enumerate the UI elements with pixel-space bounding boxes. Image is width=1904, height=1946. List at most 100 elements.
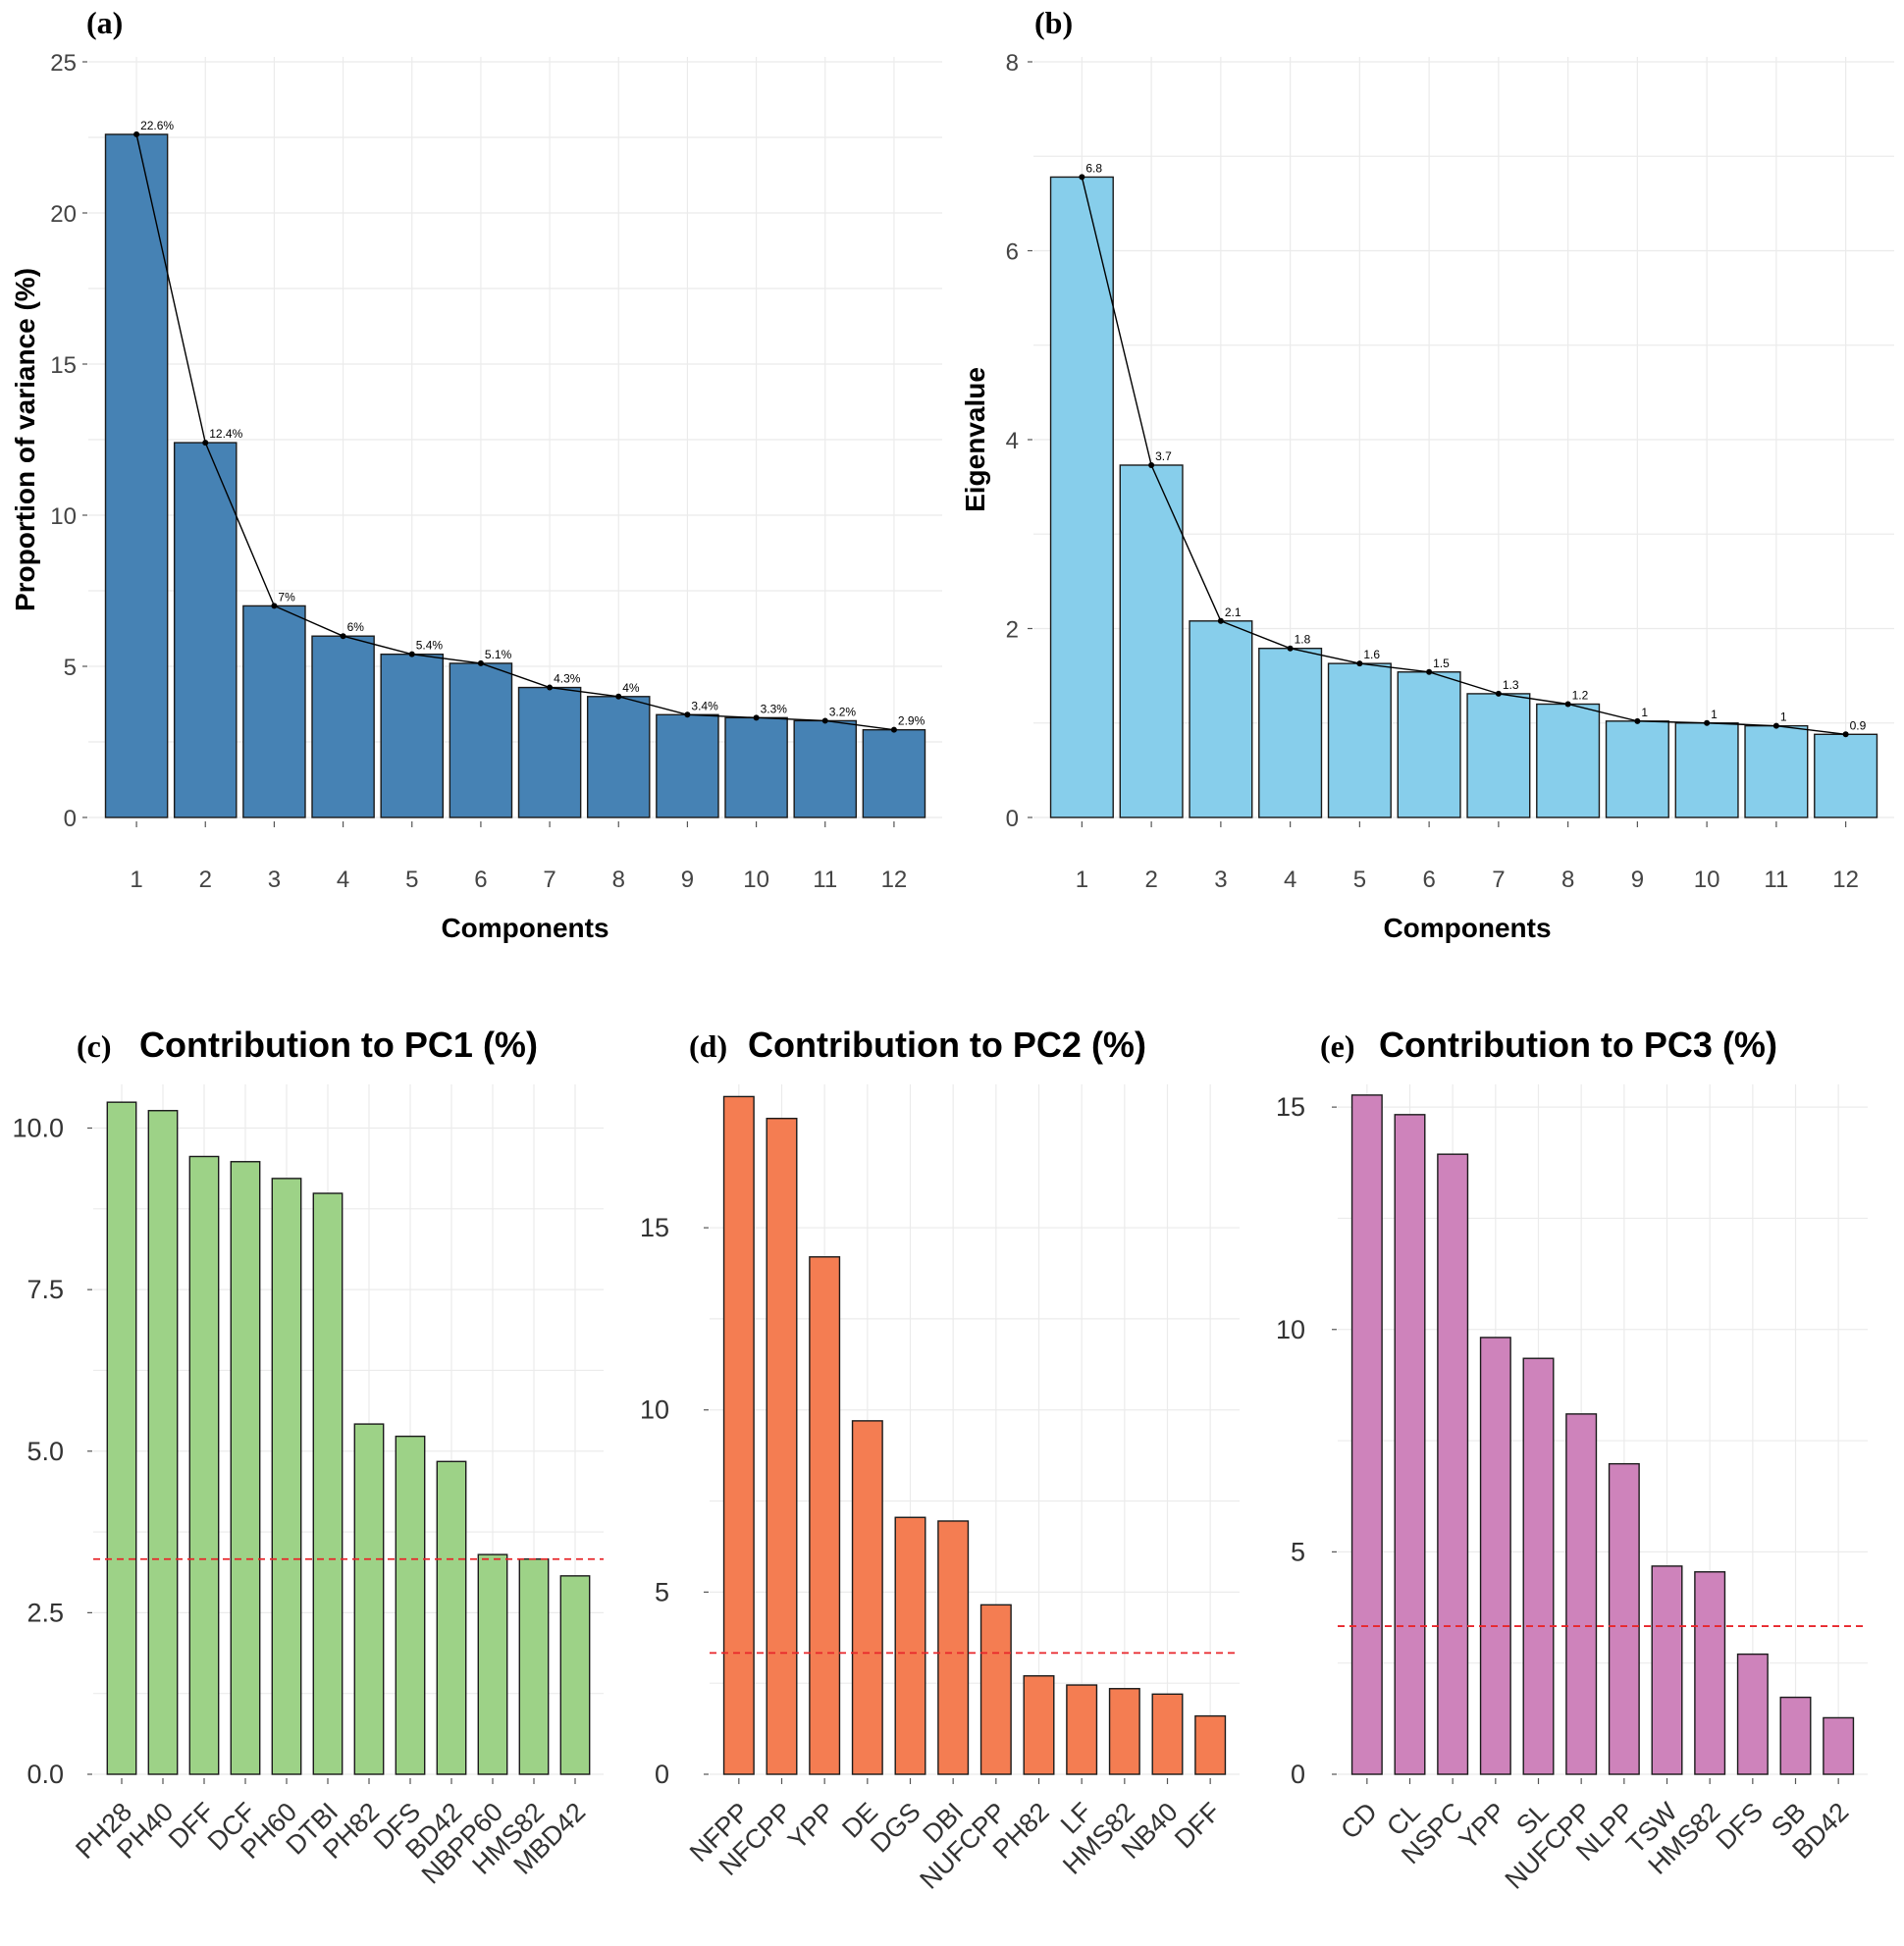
bar-DFS [1736,1653,1769,1775]
y-tick-label: 8 [1006,50,1019,77]
y-tick-label: 5 [655,1577,669,1606]
trend-point [477,659,484,666]
x-tick-label: YPP [1454,1797,1511,1855]
bar-NUFCPP [1565,1413,1598,1775]
bar-12 [862,728,926,818]
bar-3 [242,605,306,818]
bar-3 [1189,620,1253,818]
x-tick-label: 2 [1144,867,1157,893]
bar-SL [1522,1357,1555,1775]
data-label: 4.3% [554,672,581,686]
bar-PH82 [353,1423,385,1775]
bar-NFCPP [766,1118,798,1775]
bar-10 [1674,722,1739,818]
x-tick-label: 1 [130,867,142,893]
y-tick-label: 10 [640,1395,669,1425]
bar-8 [1536,703,1601,818]
bar-NB40 [1151,1693,1184,1775]
data-label: 3.4% [691,699,718,712]
bar-1 [1049,176,1114,818]
x-tick-label: 8 [612,867,625,893]
y-tick-label: 7.5 [26,1275,64,1304]
trend-point [615,693,622,700]
data-label: 3.2% [829,705,857,718]
data-label: 3.7 [1155,449,1172,463]
bar-PH28 [106,1101,137,1775]
trend-point [1704,719,1711,726]
x-tick-label: 3 [1214,867,1227,893]
bar-2 [173,442,238,818]
x-tick-label: 3 [268,867,281,893]
y-tick-label: 15 [1276,1092,1305,1122]
bar-HMS82 [1108,1688,1140,1775]
data-label: 0.9 [1850,718,1867,732]
bar-NSPC [1437,1153,1469,1775]
bar-YPP [1479,1337,1511,1775]
bar-5 [1327,662,1392,818]
trend-point [1148,461,1155,468]
x-tick-label: 5 [405,867,418,893]
trend-point [1772,722,1779,729]
bar-BD42 [436,1460,467,1775]
trend-point [890,726,897,733]
y-tick-label: 10 [50,503,77,530]
bar-4 [311,635,375,818]
x-tick-label: 11 [813,867,837,893]
bar-9 [656,713,719,818]
bar-6 [1397,671,1461,818]
trend-line [1081,177,1846,735]
x-tick-label: 9 [1631,867,1644,893]
data-label: 1 [1711,708,1718,721]
x-tick-label: 11 [1764,867,1788,893]
x-axis-title: Components [1383,913,1551,943]
y-tick-label: 20 [50,201,77,228]
trend-point [1495,690,1502,697]
bar-DTBI [312,1192,344,1775]
data-label: 6% [347,620,365,634]
chart-title: Contribution to PC3 (%) [1379,1025,1777,1065]
y-tick-label: 25 [50,50,77,77]
bar-NLPP [1608,1462,1640,1775]
trend-point [1634,717,1641,724]
data-label: 1.3 [1503,678,1519,692]
bar-CD [1350,1094,1383,1775]
trend-point [547,684,554,691]
bar-NFPP [722,1095,755,1775]
bar-7 [1466,693,1531,818]
bar-YPP [809,1256,841,1775]
bar-DFF [1194,1714,1227,1775]
trend-point [1356,660,1363,667]
trend-point [202,440,209,447]
bar-DFS [395,1435,426,1775]
panel-letter: (d) [689,1028,727,1064]
bar-NBPP60 [477,1553,508,1775]
y-tick-label: 0 [64,806,77,832]
y-tick-label: 4 [1006,428,1019,454]
y-tick-label: 5 [64,655,77,681]
x-tick-label: YPP [782,1797,840,1855]
data-label: 22.6% [140,119,174,132]
bar-8 [586,696,651,818]
panel-letter: (c) [77,1028,112,1064]
data-label: 12.4% [209,427,242,441]
x-axis-title: Components [441,913,608,943]
bar-SB [1779,1696,1812,1775]
panel-letter: (a) [86,5,123,40]
x-tick-label: 6 [1422,867,1435,893]
y-tick-label: 0 [655,1760,669,1789]
trend-point [408,651,415,657]
panel-letter: (b) [1034,5,1073,40]
x-tick-label: 10 [1694,867,1720,893]
y-tick-label: 15 [50,352,77,379]
data-label: 4% [622,681,640,695]
bar-TSW [1651,1565,1683,1775]
chart-title: Contribution to PC2 (%) [748,1025,1146,1065]
bar-12 [1814,733,1878,818]
bar-BD42 [1823,1716,1855,1775]
data-label: 1.8 [1295,633,1311,647]
bar-HMS82 [1694,1571,1726,1775]
trend-point [753,714,760,721]
